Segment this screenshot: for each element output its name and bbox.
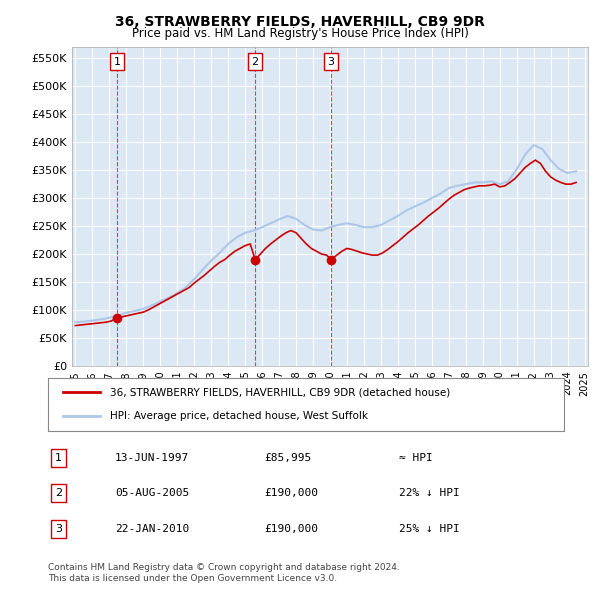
Text: 1: 1 (55, 453, 62, 463)
Text: 22% ↓ HPI: 22% ↓ HPI (399, 489, 460, 498)
Text: 13-JUN-1997: 13-JUN-1997 (115, 453, 190, 463)
Text: ≈ HPI: ≈ HPI (399, 453, 433, 463)
Text: Contains HM Land Registry data © Crown copyright and database right 2024.
This d: Contains HM Land Registry data © Crown c… (48, 563, 400, 583)
Text: 25% ↓ HPI: 25% ↓ HPI (399, 524, 460, 533)
Text: £190,000: £190,000 (265, 489, 319, 498)
Text: 05-AUG-2005: 05-AUG-2005 (115, 489, 190, 498)
Text: 1: 1 (113, 57, 121, 67)
Text: 22-JAN-2010: 22-JAN-2010 (115, 524, 190, 533)
Text: 3: 3 (328, 57, 335, 67)
Text: 36, STRAWBERRY FIELDS, HAVERHILL, CB9 9DR (detached house): 36, STRAWBERRY FIELDS, HAVERHILL, CB9 9D… (110, 388, 450, 398)
Text: Price paid vs. HM Land Registry's House Price Index (HPI): Price paid vs. HM Land Registry's House … (131, 27, 469, 40)
Text: 2: 2 (251, 57, 259, 67)
Text: 36, STRAWBERRY FIELDS, HAVERHILL, CB9 9DR: 36, STRAWBERRY FIELDS, HAVERHILL, CB9 9D… (115, 15, 485, 29)
Text: HPI: Average price, detached house, West Suffolk: HPI: Average price, detached house, West… (110, 411, 368, 421)
Text: 2: 2 (55, 489, 62, 498)
Text: 3: 3 (55, 524, 62, 533)
Text: £85,995: £85,995 (265, 453, 312, 463)
Text: £190,000: £190,000 (265, 524, 319, 533)
